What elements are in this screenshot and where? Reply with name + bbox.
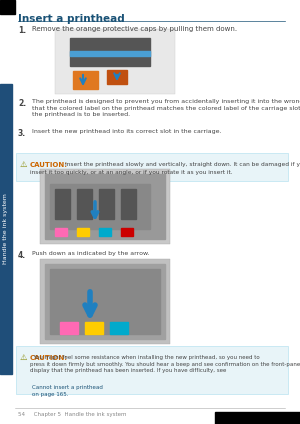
- Bar: [73, 71, 98, 89]
- Text: Remove the orange protective caps by pulling them down.: Remove the orange protective caps by pul…: [32, 26, 237, 32]
- Bar: [40, 259, 170, 344]
- Text: CAUTION:: CAUTION:: [30, 162, 68, 168]
- Text: Push down as indicated by the arrow.: Push down as indicated by the arrow.: [32, 251, 149, 256]
- Bar: [121, 228, 133, 236]
- Text: Insert the new printhead into its correct slot in the carriage.: Insert the new printhead into its correc…: [32, 129, 221, 134]
- Text: insert it too quickly, or at an angle, or if you rotate it as you insert it.: insert it too quickly, or at an angle, o…: [30, 170, 232, 175]
- Text: The printhead is designed to prevent you from accidentally inserting it into the: The printhead is designed to prevent you…: [32, 99, 300, 117]
- Bar: [50, 184, 150, 229]
- Bar: [215, 412, 300, 424]
- Bar: [121, 189, 136, 219]
- Text: ⚠: ⚠: [20, 352, 28, 362]
- Text: 1.: 1.: [18, 26, 26, 35]
- Text: Cannot insert a printhead
on page 165.: Cannot insert a printhead on page 165.: [32, 385, 103, 396]
- Bar: [60, 322, 78, 334]
- Bar: [110, 322, 128, 334]
- Bar: [99, 189, 114, 219]
- Bar: [0, 84, 12, 374]
- Text: ENWW: ENWW: [263, 412, 282, 417]
- Bar: [70, 51, 150, 56]
- Bar: [99, 228, 111, 236]
- Text: 4.: 4.: [18, 251, 26, 260]
- Bar: [55, 189, 70, 219]
- Bar: [55, 228, 67, 236]
- Bar: [16, 346, 288, 394]
- Text: 2.: 2.: [18, 99, 26, 108]
- Text: You might feel some resistance when installing the new printhead, so you need to: You might feel some resistance when inst…: [30, 355, 300, 373]
- Bar: [77, 189, 92, 219]
- Bar: [0, 0, 15, 14]
- Bar: [40, 169, 170, 244]
- Bar: [55, 29, 175, 94]
- Bar: [77, 228, 89, 236]
- Text: ⚠: ⚠: [20, 159, 28, 168]
- Bar: [45, 174, 165, 239]
- Bar: [85, 322, 103, 334]
- Text: 3.: 3.: [18, 129, 26, 138]
- Bar: [16, 153, 288, 181]
- Text: 54     Chapter 5  Handle the ink system: 54 Chapter 5 Handle the ink system: [18, 412, 127, 417]
- Bar: [50, 269, 160, 334]
- Text: Insert the printhead slowly and vertically, straight down. It can be damaged if : Insert the printhead slowly and vertical…: [65, 162, 300, 167]
- Bar: [70, 38, 150, 66]
- Text: Insert a printhead: Insert a printhead: [18, 14, 125, 24]
- Bar: [107, 70, 127, 84]
- Text: CAUTION:: CAUTION:: [30, 355, 68, 361]
- Text: Handle the ink system: Handle the ink system: [4, 194, 8, 265]
- Bar: [45, 264, 165, 339]
